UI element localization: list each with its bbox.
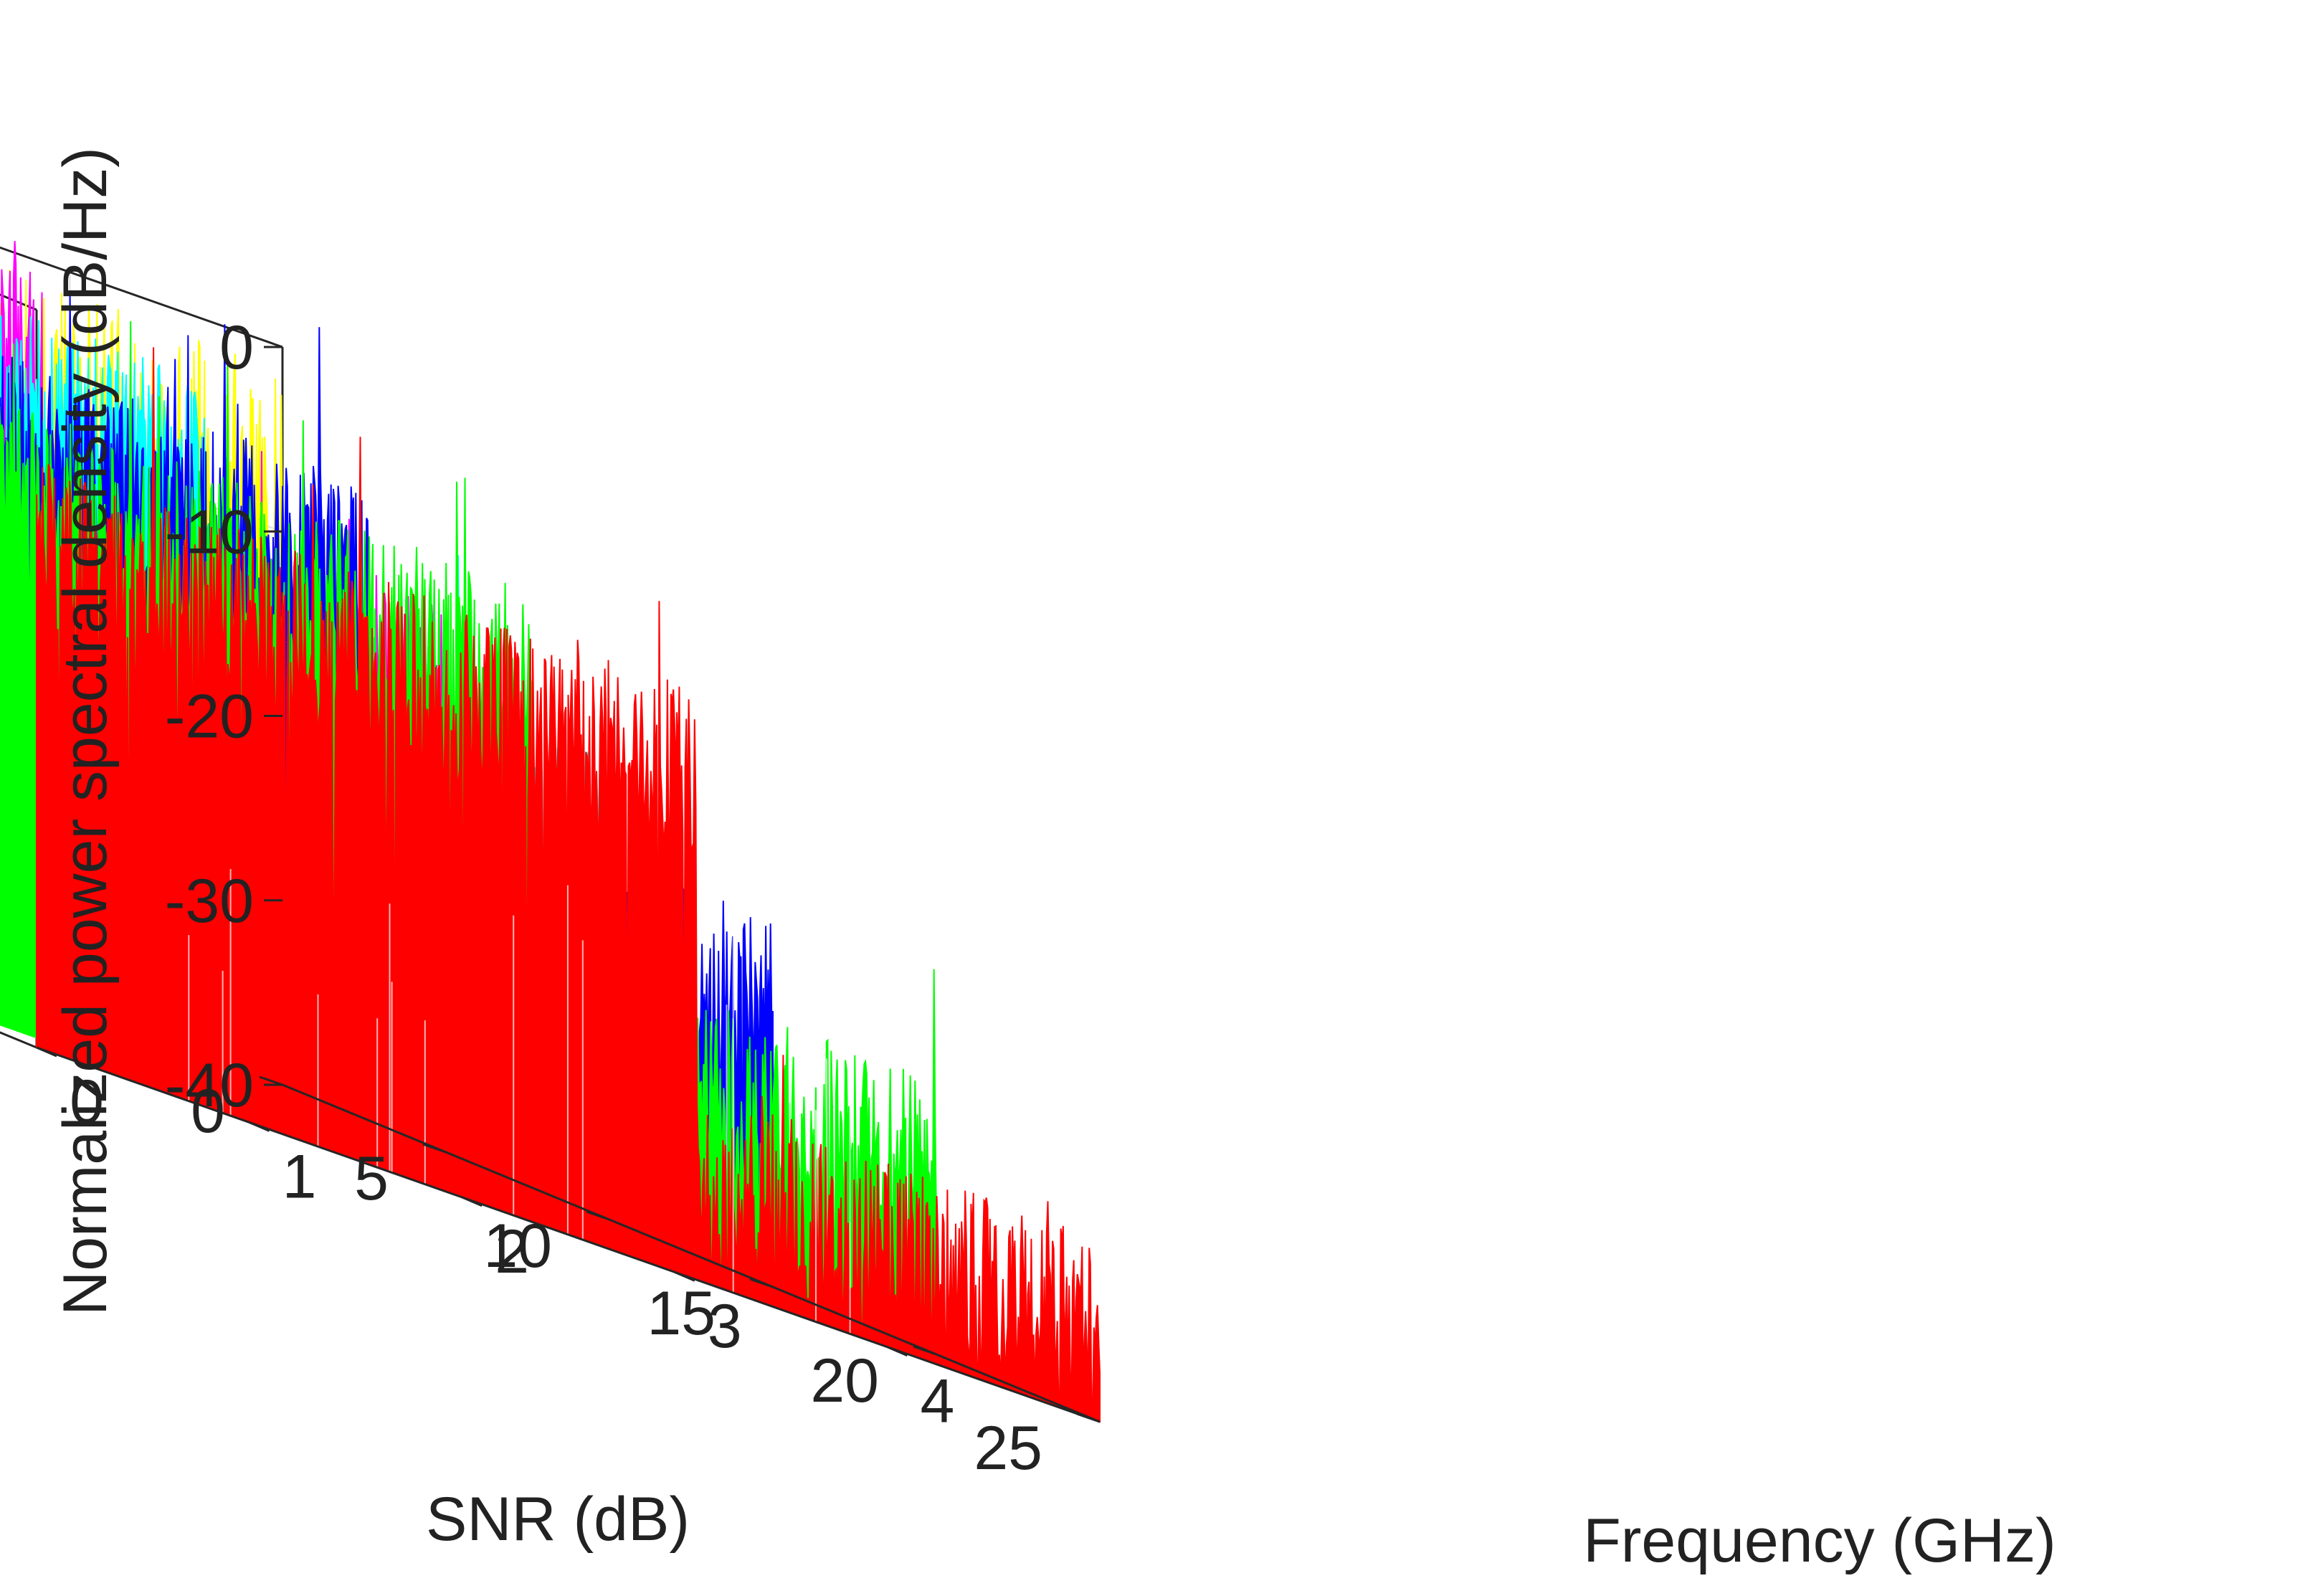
box-edge (0, 293, 37, 311)
snr-tick-label: 20 (810, 1346, 879, 1415)
z-tick-label: -10 (165, 498, 254, 566)
box-edge (282, 1083, 1101, 1423)
snr-tick-label: 15 (647, 1279, 716, 1348)
series-fill (36, 347, 1101, 1423)
snr-axis-label: SNR (dB) (426, 1485, 690, 1554)
z-tick-label: -30 (165, 867, 254, 936)
snr-tick-mark (586, 1210, 610, 1221)
frequency-tick-mark (249, 1121, 270, 1132)
frequency-tick-mark (886, 1346, 908, 1357)
snr-tick-mark (1076, 1412, 1101, 1423)
frequency-tick-label: 0 (70, 1068, 104, 1136)
data-series (0, 241, 1101, 1423)
snr-tick-mark (259, 1075, 283, 1086)
frequency-tick-mark (461, 1196, 483, 1207)
snr-tick-mark (913, 1345, 937, 1356)
box-edge (0, 246, 283, 348)
snr-tick-label: 0 (191, 1077, 225, 1146)
frequency-tick-mark (674, 1270, 695, 1282)
snr-tick-mark (422, 1143, 447, 1154)
z-tick-label: 0 (219, 313, 254, 382)
snr-tick-label: 5 (354, 1144, 389, 1213)
frequency-tick-label: 3 (708, 1292, 742, 1361)
axes-front-frame (36, 1046, 1101, 1423)
frequency-tick-label: 2 (495, 1217, 529, 1286)
box-edge (36, 1046, 1101, 1423)
snr-tick-label: 25 (974, 1414, 1042, 1483)
series-5-snr-25 (36, 347, 1101, 1423)
z-tick-label: -20 (165, 683, 254, 751)
frequency-axis-label: Frequency (GHz) (1583, 1506, 2056, 1575)
z-tick-label: -40 (165, 1051, 254, 1120)
snr-tick-mark (749, 1278, 774, 1288)
snr-tick-label: 10 (483, 1212, 552, 1281)
frequency-tick-label: 4 (920, 1367, 954, 1436)
frequency-tick-label: 1 (282, 1142, 317, 1211)
grid-line-z-right (0, 293, 37, 310)
frequency-tick-mark (36, 1046, 57, 1058)
z-axis-label: Normalized power spectral density (dB/Hz… (51, 147, 120, 1316)
